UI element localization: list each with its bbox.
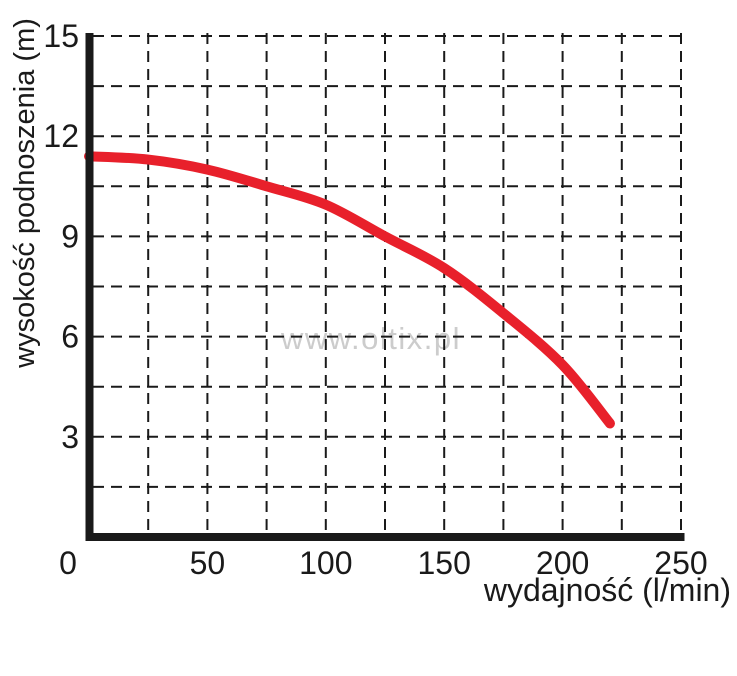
y-tick-label: 3 bbox=[61, 419, 79, 455]
x-axis-title: wydajność (l/min) bbox=[483, 572, 731, 608]
x-tick-label: 100 bbox=[299, 545, 352, 581]
origin-tick-label: 0 bbox=[59, 545, 77, 581]
x-axis-tick-labels: 0 50 100 150 200 250 bbox=[59, 545, 708, 581]
y-tick-label: 15 bbox=[43, 18, 79, 54]
y-tick-label: 9 bbox=[61, 218, 79, 254]
x-tick-label: 250 bbox=[654, 545, 707, 581]
watermark: www.oltix.pl bbox=[280, 321, 461, 356]
y-tick-label: 6 bbox=[61, 319, 79, 355]
gridlines bbox=[93, 33, 684, 537]
x-tick-label: 50 bbox=[190, 545, 226, 581]
x-axis-line bbox=[85, 533, 685, 541]
y-axis-title: wysokość podnoszenia (m) bbox=[9, 18, 41, 369]
pump-curve bbox=[84, 151, 615, 429]
y-axis-line bbox=[85, 33, 94, 541]
y-axis-tick-labels: 3 6 9 12 15 bbox=[43, 18, 79, 455]
x-tick-label: 150 bbox=[418, 545, 471, 581]
x-tick-label: 200 bbox=[536, 545, 589, 581]
y-tick-label: 12 bbox=[43, 118, 79, 154]
